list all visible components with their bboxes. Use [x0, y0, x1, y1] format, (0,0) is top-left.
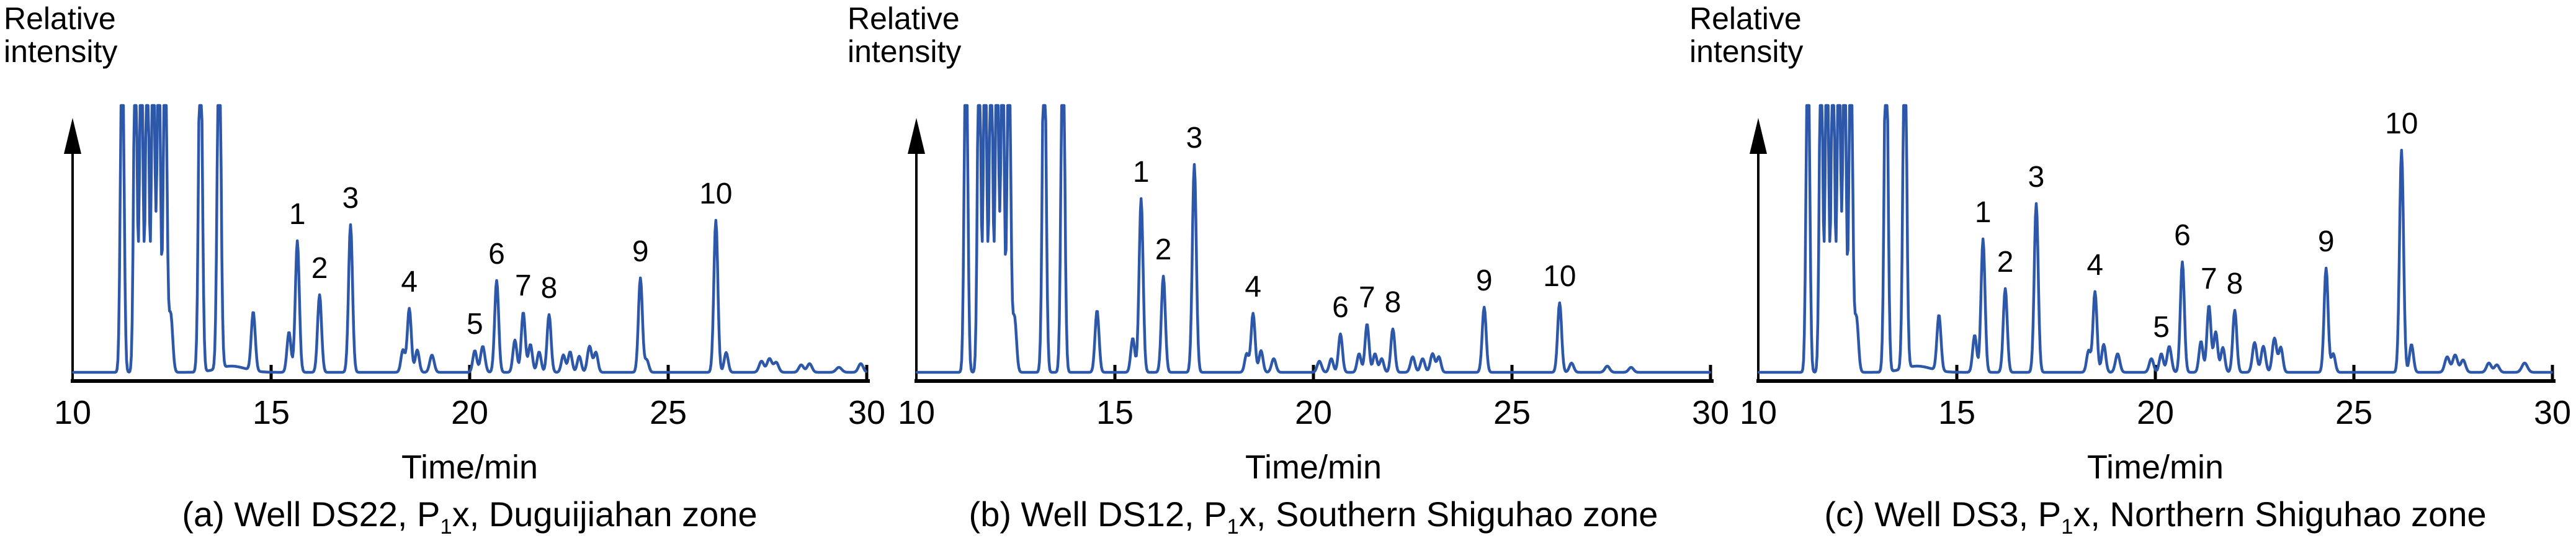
- peak-label: 10: [699, 177, 733, 210]
- peak-label: 10: [1543, 260, 1576, 293]
- x-axis-label: Time/min: [1245, 449, 1382, 486]
- y-axis-label: Relative intensity: [1689, 2, 1803, 68]
- peak-label: 3: [342, 182, 359, 215]
- peak-label: 7: [1359, 281, 1375, 314]
- panel-caption: (a) Well DS22, P1x, Duguijiahan zone: [182, 494, 757, 539]
- tick-label: 15: [1096, 394, 1134, 431]
- y-axis-label-line1: Relative: [847, 1, 960, 36]
- peak-label: 1: [288, 198, 306, 231]
- y-axis-arrow-icon: [64, 118, 81, 154]
- y-axis: [915, 128, 918, 381]
- caption-text: (c) Well DS3, P: [1824, 495, 2062, 534]
- tick-label: 20: [2136, 394, 2175, 431]
- tick-mark: [865, 365, 869, 381]
- tick-label: 25: [1493, 394, 1531, 431]
- panel-caption: (b) Well DS12, P1x, Southern Shiguhao zo…: [969, 494, 1658, 539]
- tick-label: 20: [450, 394, 489, 431]
- x-axis-label: Time/min: [401, 449, 539, 486]
- tick-label: 30: [1691, 394, 1730, 431]
- y-axis-label-line2: intensity: [1689, 34, 1804, 69]
- peak-label: 5: [466, 308, 483, 341]
- peak-label: 1: [1974, 196, 1992, 229]
- y-axis-label-line2: intensity: [847, 34, 962, 69]
- caption-subscript: 1: [1227, 515, 1239, 539]
- peak-label: 8: [540, 272, 558, 305]
- y-axis-label-line1: Relative: [4, 1, 116, 36]
- y-axis-arrow-icon: [1750, 118, 1767, 154]
- chromatogram-trace: [1758, 104, 2553, 374]
- y-axis-label: Relative intensity: [847, 2, 961, 68]
- x-axis-label: Time/min: [2086, 449, 2224, 486]
- peak-label: 10: [2385, 107, 2418, 140]
- peak-label: 6: [488, 238, 505, 271]
- tick-label: 30: [847, 394, 886, 431]
- peak-label: 4: [2086, 249, 2104, 282]
- caption-text: (b) Well DS12, P: [968, 495, 1227, 534]
- peak-label: 8: [1384, 286, 1402, 319]
- peak-label: 5: [2153, 311, 2170, 344]
- chromatogram-trace: [916, 104, 1711, 374]
- peak-label: 9: [2317, 225, 2335, 258]
- peak-label: 3: [1186, 122, 1203, 155]
- tick-label: 10: [53, 394, 92, 431]
- peak-label: 9: [632, 235, 649, 268]
- caption-subscript: 1: [440, 515, 452, 539]
- tick-label: 15: [1938, 394, 1976, 431]
- tick-label: 25: [2335, 394, 2373, 431]
- y-axis-label: Relative intensity: [4, 2, 117, 68]
- tick-label: 10: [897, 394, 936, 431]
- tick-label: 15: [252, 394, 290, 431]
- peak-label: 6: [1332, 291, 1349, 324]
- y-axis: [1757, 128, 1760, 381]
- peak-label: 9: [1475, 264, 1493, 297]
- peak-label: 6: [2174, 219, 2191, 252]
- caption-text: (a) Well DS22, P: [182, 495, 441, 534]
- y-axis: [71, 128, 74, 381]
- chromatogram-trace: [72, 104, 867, 374]
- tick-label: 30: [2533, 394, 2572, 431]
- peak-label: 4: [401, 266, 418, 298]
- peak-label: 7: [515, 269, 532, 302]
- y-axis-label-line1: Relative: [1689, 1, 1802, 36]
- y-axis-arrow-icon: [908, 118, 925, 154]
- tick-label: 10: [1739, 394, 1778, 431]
- tick-mark: [2153, 365, 2157, 381]
- peak-label: 2: [1997, 246, 2014, 279]
- peak-label: 3: [2028, 161, 2045, 194]
- caption-subscript: 1: [2061, 515, 2073, 539]
- panel-caption: (c) Well DS3, P1x, Northern Shiguhao zon…: [1824, 494, 2486, 539]
- tick-label: 20: [1294, 394, 1333, 431]
- peak-label: 8: [2226, 267, 2243, 300]
- peak-label: 4: [1245, 271, 1262, 303]
- peak-label: 2: [311, 252, 328, 285]
- caption-text: x, Duguijiahan zone: [452, 495, 758, 534]
- peak-label: 2: [1155, 233, 1172, 266]
- caption-text: x, Southern Shiguhao zone: [1238, 495, 1658, 534]
- peak-label: 7: [2201, 262, 2217, 295]
- y-axis-label-line2: intensity: [4, 34, 118, 69]
- tick-label: 25: [649, 394, 687, 431]
- caption-text: x, Northern Shiguhao zone: [2073, 495, 2487, 534]
- peak-label: 1: [1132, 156, 1150, 189]
